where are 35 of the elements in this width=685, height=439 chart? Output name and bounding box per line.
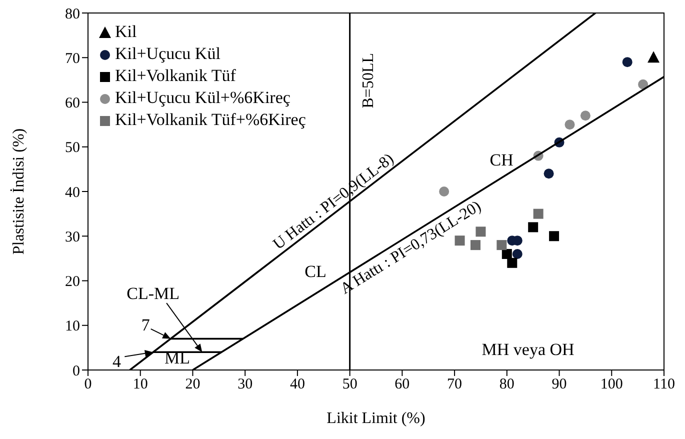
legend-label: Kil+Volkanik Tüf+%6Kireç bbox=[115, 109, 306, 131]
legend-label: Kil+Volkanik Tüf bbox=[115, 65, 236, 87]
legend-label: Kil+Uçucu Kül+%6Kireç bbox=[115, 87, 290, 109]
x-tick-label: 30 bbox=[238, 376, 253, 393]
x-axis-title: Likit Limit (%) bbox=[326, 410, 426, 427]
annotation: CH bbox=[490, 150, 514, 170]
y-tick-label: 40 bbox=[65, 184, 80, 201]
y-tick-label: 70 bbox=[65, 50, 80, 67]
x-tick-label: 0 bbox=[84, 376, 92, 393]
legend-label: Kil bbox=[115, 21, 137, 43]
y-tick-label: 50 bbox=[65, 140, 80, 156]
x-tick-label: 90 bbox=[552, 376, 567, 393]
y-tick-label: 0 bbox=[72, 363, 80, 380]
y-tick-label: 20 bbox=[65, 274, 80, 290]
y-tick-label: 30 bbox=[65, 229, 80, 246]
y-tick-label: 60 bbox=[65, 96, 80, 112]
legend-label: Kil+Uçucu Kül bbox=[115, 43, 220, 65]
x-tick-label: 110 bbox=[653, 376, 675, 393]
x-tick-label: 100 bbox=[600, 376, 623, 393]
x-tick-label: 50 bbox=[342, 376, 358, 393]
x-tick-label: 20 bbox=[185, 376, 200, 393]
y-tick-label: 80 bbox=[65, 6, 80, 22]
y-tick-label: 10 bbox=[65, 318, 80, 335]
x-tick-label: 10 bbox=[132, 376, 148, 393]
x-tick-label: 80 bbox=[499, 376, 514, 393]
annotation: CL bbox=[304, 262, 326, 281]
ref-line-label: B=50LL bbox=[360, 53, 378, 108]
annotation: CL-ML bbox=[126, 284, 180, 304]
annotation: 7 bbox=[141, 315, 150, 334]
annotation: MH veya OH bbox=[482, 340, 574, 360]
x-tick-label: 40 bbox=[290, 376, 305, 393]
y-axis-title: Plastisite İndisi (%) bbox=[10, 128, 28, 255]
x-tick-label: 60 bbox=[394, 376, 410, 393]
annotation: 4 bbox=[112, 352, 122, 371]
x-tick-label: 70 bbox=[447, 376, 462, 393]
